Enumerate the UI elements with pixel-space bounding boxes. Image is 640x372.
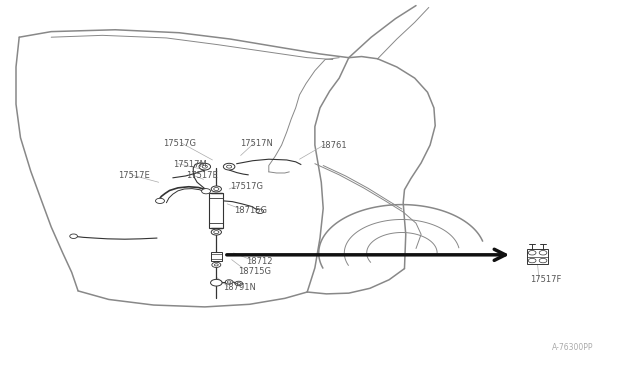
- Text: A-76300PP: A-76300PP: [552, 343, 593, 352]
- Circle shape: [199, 163, 211, 170]
- Circle shape: [202, 189, 211, 194]
- Text: 17517M: 17517M: [173, 160, 207, 169]
- Circle shape: [211, 229, 221, 235]
- Bar: [527, 249, 548, 264]
- Circle shape: [70, 234, 77, 238]
- Text: 18791N: 18791N: [223, 283, 255, 292]
- Text: 17517G: 17517G: [230, 182, 264, 191]
- Circle shape: [223, 163, 235, 170]
- Text: 18715G: 18715G: [238, 267, 271, 276]
- Circle shape: [235, 281, 243, 286]
- Circle shape: [212, 262, 221, 267]
- Circle shape: [225, 280, 233, 284]
- Circle shape: [211, 279, 222, 286]
- Text: 18715G: 18715G: [234, 206, 267, 215]
- Text: 17517E: 17517E: [118, 171, 150, 180]
- Text: 17517E: 17517E: [186, 171, 218, 180]
- Bar: [209, 193, 223, 228]
- Text: 17517N: 17517N: [240, 139, 273, 148]
- Text: 17517F: 17517F: [530, 275, 561, 283]
- Text: 17517G: 17517G: [163, 139, 196, 148]
- Bar: [211, 252, 222, 261]
- Circle shape: [156, 198, 164, 203]
- Circle shape: [211, 186, 221, 192]
- Text: 18712: 18712: [246, 257, 273, 266]
- Circle shape: [256, 209, 264, 214]
- Text: 18761: 18761: [320, 141, 347, 150]
